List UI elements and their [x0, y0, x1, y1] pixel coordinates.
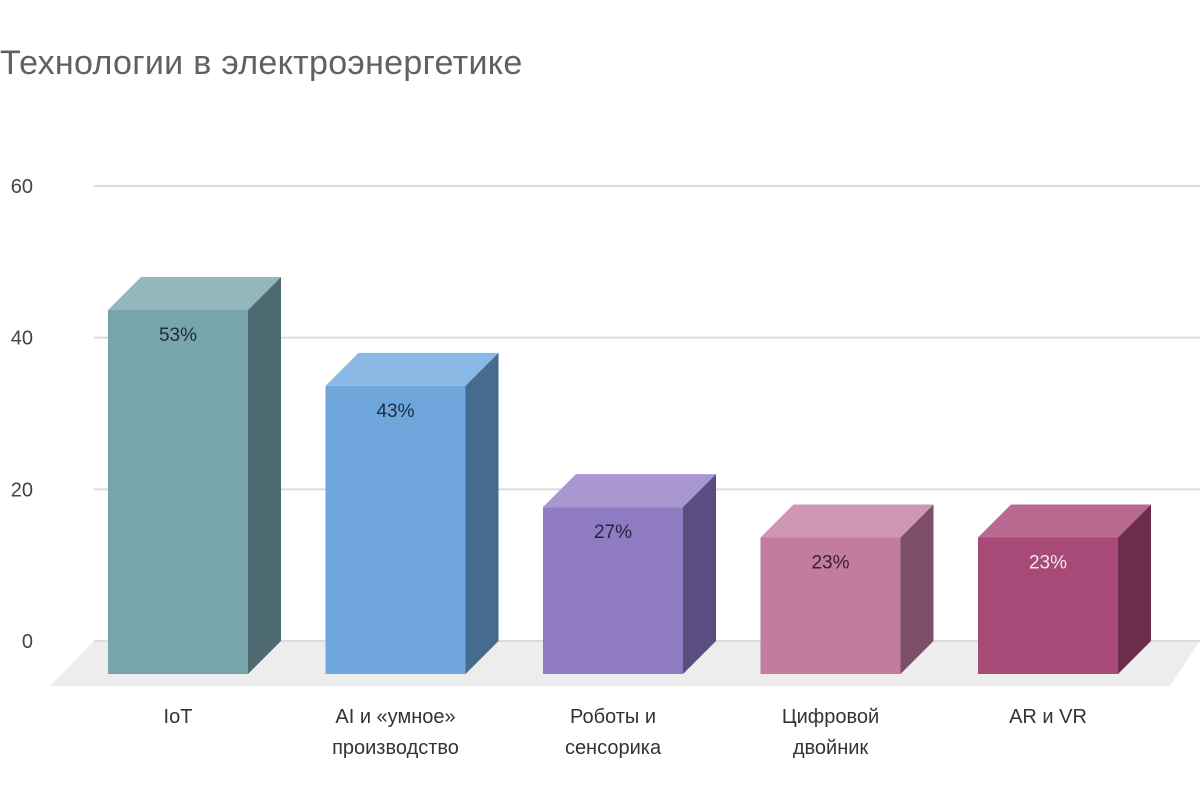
- bar-top: [978, 504, 1151, 538]
- category-label: сенсорика: [565, 737, 662, 759]
- bar-top: [108, 277, 281, 310]
- labels-layer: 0 20 40 60 53% IoT 43% AI и «умное» производство…: [11, 176, 1087, 759]
- bar-front: [543, 507, 683, 674]
- data-label: 23%: [811, 553, 849, 574]
- y-tick-label: 20: [11, 479, 33, 501]
- bar: [978, 504, 1151, 674]
- bar-front: [978, 537, 1118, 674]
- chart-title: Технологии в электроэнергетике: [0, 44, 523, 82]
- bar-side: [1118, 504, 1151, 674]
- data-label: 23%: [1029, 553, 1067, 574]
- bar: [543, 474, 716, 674]
- bars-layer: [108, 277, 1151, 674]
- category-label: Цифровой: [782, 706, 879, 728]
- bar-top: [760, 504, 934, 538]
- category-label: Роботы и: [570, 706, 656, 728]
- category-label: производство: [332, 737, 459, 759]
- category-label: двойник: [793, 737, 869, 759]
- bar-front: [325, 385, 466, 674]
- bar-side: [248, 277, 281, 674]
- y-tick-label: 60: [11, 176, 33, 198]
- category-label: AR и VR: [1009, 706, 1087, 728]
- data-label: 27%: [594, 522, 632, 543]
- data-label: 43%: [376, 401, 414, 422]
- bar: [108, 277, 281, 674]
- bar-side: [465, 352, 499, 674]
- bar-side: [683, 474, 716, 674]
- bar-front: [108, 310, 248, 674]
- category-label: IoT: [164, 706, 193, 728]
- bar: [760, 504, 934, 674]
- data-label: 53%: [159, 325, 197, 346]
- category-label: AI и «умное»: [335, 706, 455, 728]
- bar-side: [900, 504, 934, 674]
- bar: [325, 352, 499, 674]
- y-tick-label: 0: [22, 631, 33, 653]
- bar-top: [543, 474, 716, 508]
- y-tick-label: 40: [11, 328, 33, 350]
- bar-top: [325, 352, 499, 386]
- bar-front: [760, 537, 901, 674]
